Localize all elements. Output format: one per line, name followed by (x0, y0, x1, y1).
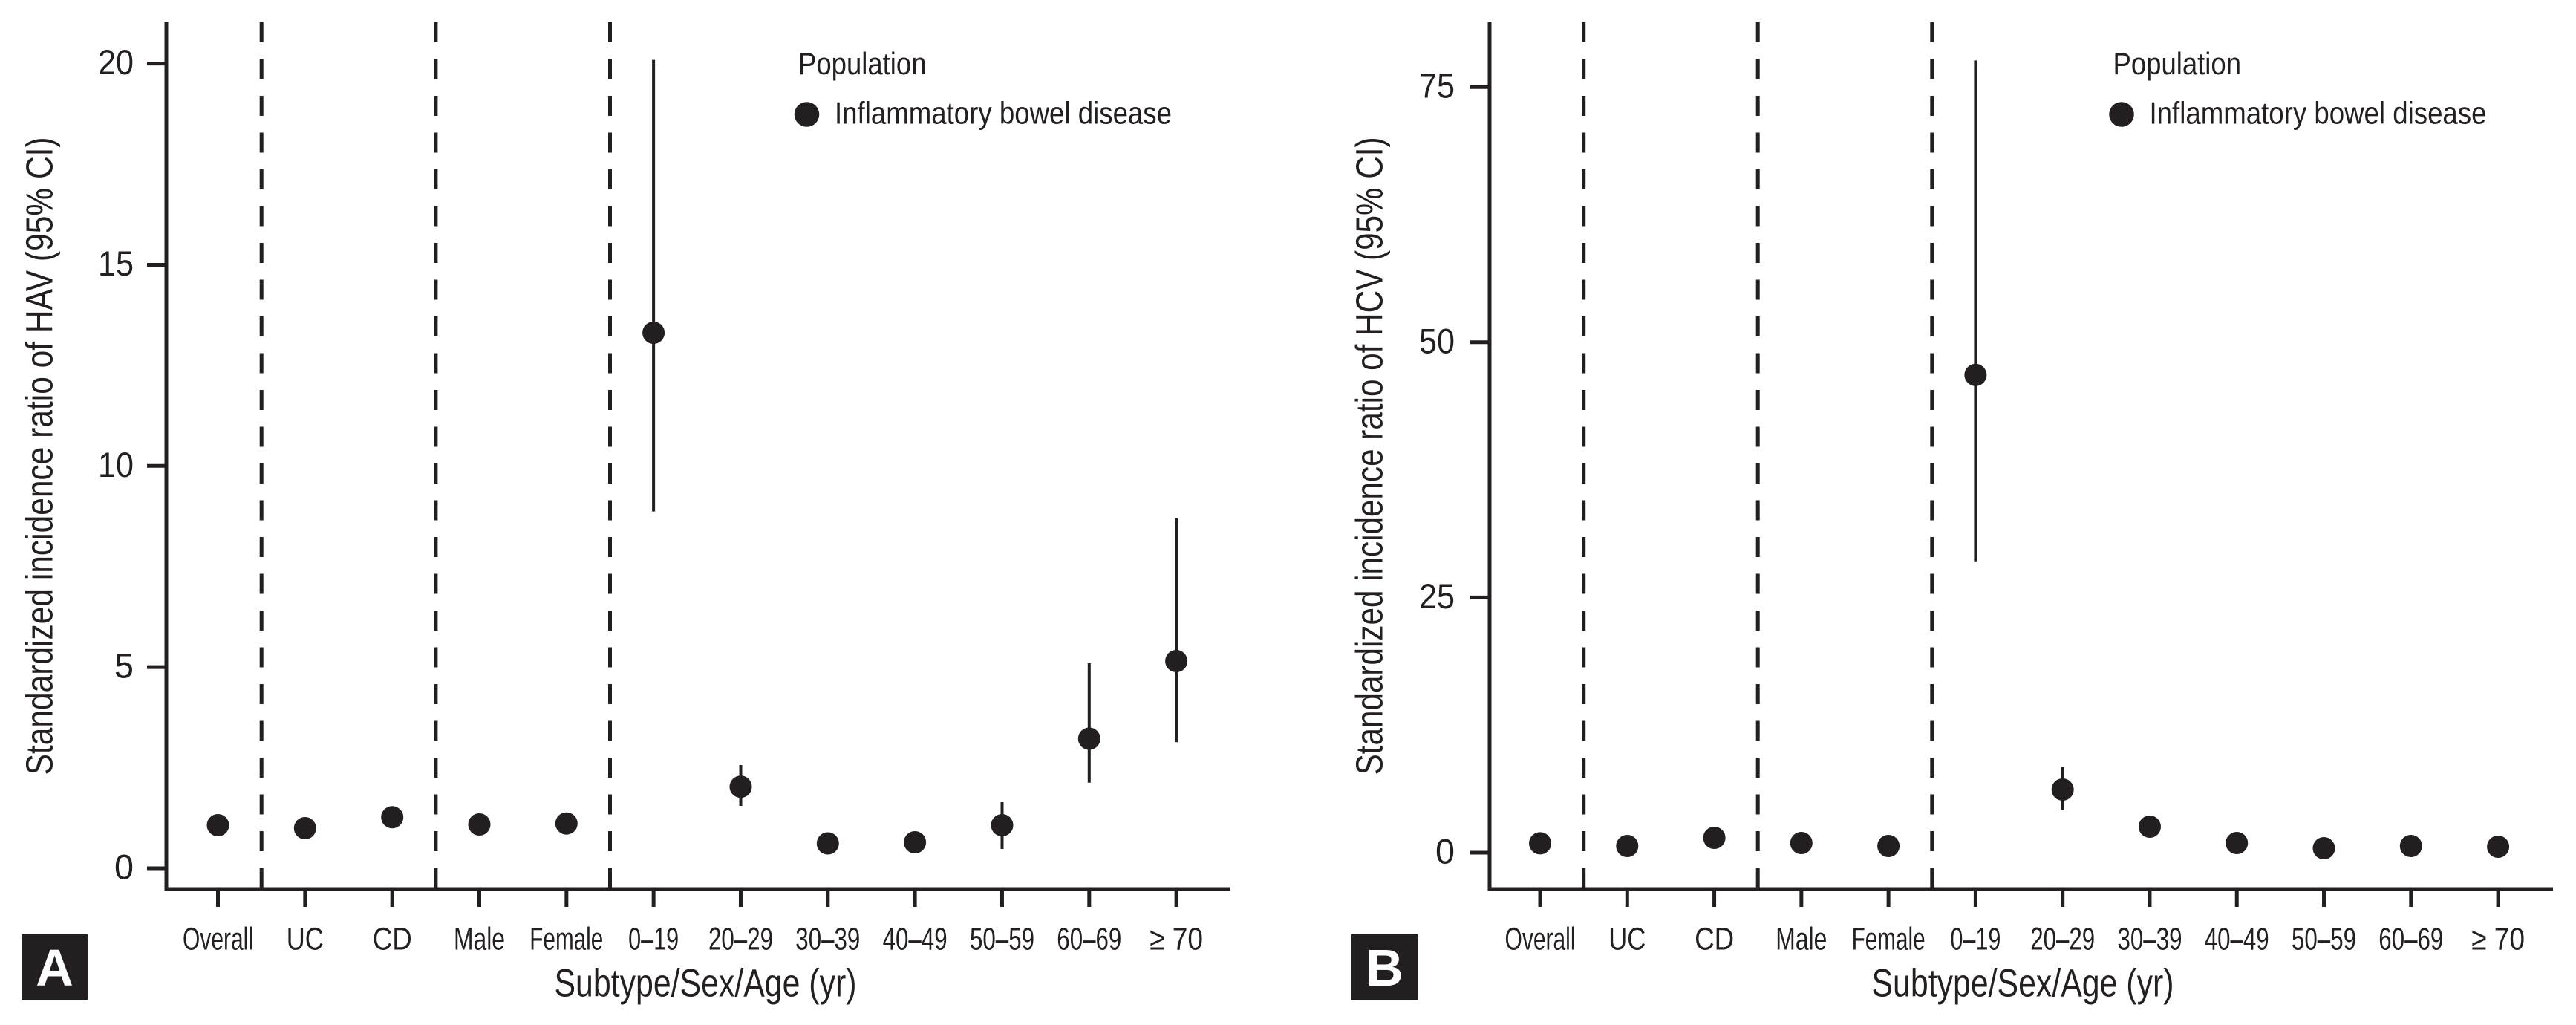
svg-text:UC: UC (287, 922, 324, 957)
svg-text:0: 0 (114, 847, 134, 887)
svg-text:Inflammatory bowel disease: Inflammatory bowel disease (2150, 96, 2487, 131)
svg-text:B: B (1366, 939, 1403, 997)
svg-text:50–59: 50–59 (970, 922, 1034, 957)
svg-text:Female: Female (529, 922, 603, 957)
svg-text:0–19: 0–19 (628, 922, 679, 957)
svg-text:20: 20 (98, 42, 134, 82)
svg-text:75: 75 (1419, 66, 1455, 105)
svg-text:Inflammatory bowel disease: Inflammatory bowel disease (835, 96, 1172, 131)
svg-text:Population: Population (2113, 46, 2242, 81)
svg-text:Standardized incidence ratio o: Standardized incidence ratio of HCV (95%… (1349, 137, 1391, 775)
svg-text:60–69: 60–69 (1057, 922, 1121, 957)
svg-text:Male: Male (1776, 922, 1827, 957)
svg-text:Subtype/Sex/Age (yr): Subtype/Sex/Age (yr) (1872, 961, 2174, 1005)
svg-text:Female: Female (1852, 922, 1926, 957)
svg-text:50: 50 (1419, 321, 1455, 360)
svg-text:Population: Population (798, 46, 927, 81)
svg-text:Subtype/Sex/Age (yr): Subtype/Sex/Age (yr) (555, 961, 857, 1005)
svg-text:20–29: 20–29 (708, 922, 773, 957)
svg-text:Standardized incidence ratio o: Standardized incidence ratio of HAV (95%… (19, 137, 61, 775)
svg-text:40–49: 40–49 (883, 922, 948, 957)
svg-text:50–59: 50–59 (2292, 922, 2356, 957)
svg-text:30–39: 30–39 (2118, 922, 2182, 957)
svg-text:0: 0 (1435, 832, 1455, 871)
svg-text:Male: Male (454, 922, 505, 957)
svg-text:Overall: Overall (183, 922, 253, 957)
svg-text:A: A (36, 939, 74, 997)
svg-text:30–39: 30–39 (795, 922, 860, 957)
svg-text:10: 10 (98, 445, 134, 484)
svg-text:20–29: 20–29 (2030, 922, 2095, 957)
svg-text:≥ 70: ≥ 70 (1150, 922, 1203, 957)
svg-text:CD: CD (1695, 922, 1734, 957)
svg-text:25: 25 (1419, 576, 1455, 616)
svg-text:15: 15 (98, 244, 134, 283)
svg-text:Overall: Overall (1505, 922, 1576, 957)
svg-text:CD: CD (373, 922, 412, 957)
svg-text:≥ 70: ≥ 70 (2471, 922, 2525, 957)
svg-text:60–69: 60–69 (2378, 922, 2443, 957)
svg-text:5: 5 (114, 646, 134, 686)
svg-text:0–19: 0–19 (1950, 922, 2001, 957)
svg-text:40–49: 40–49 (2205, 922, 2269, 957)
svg-text:UC: UC (1608, 922, 1646, 957)
